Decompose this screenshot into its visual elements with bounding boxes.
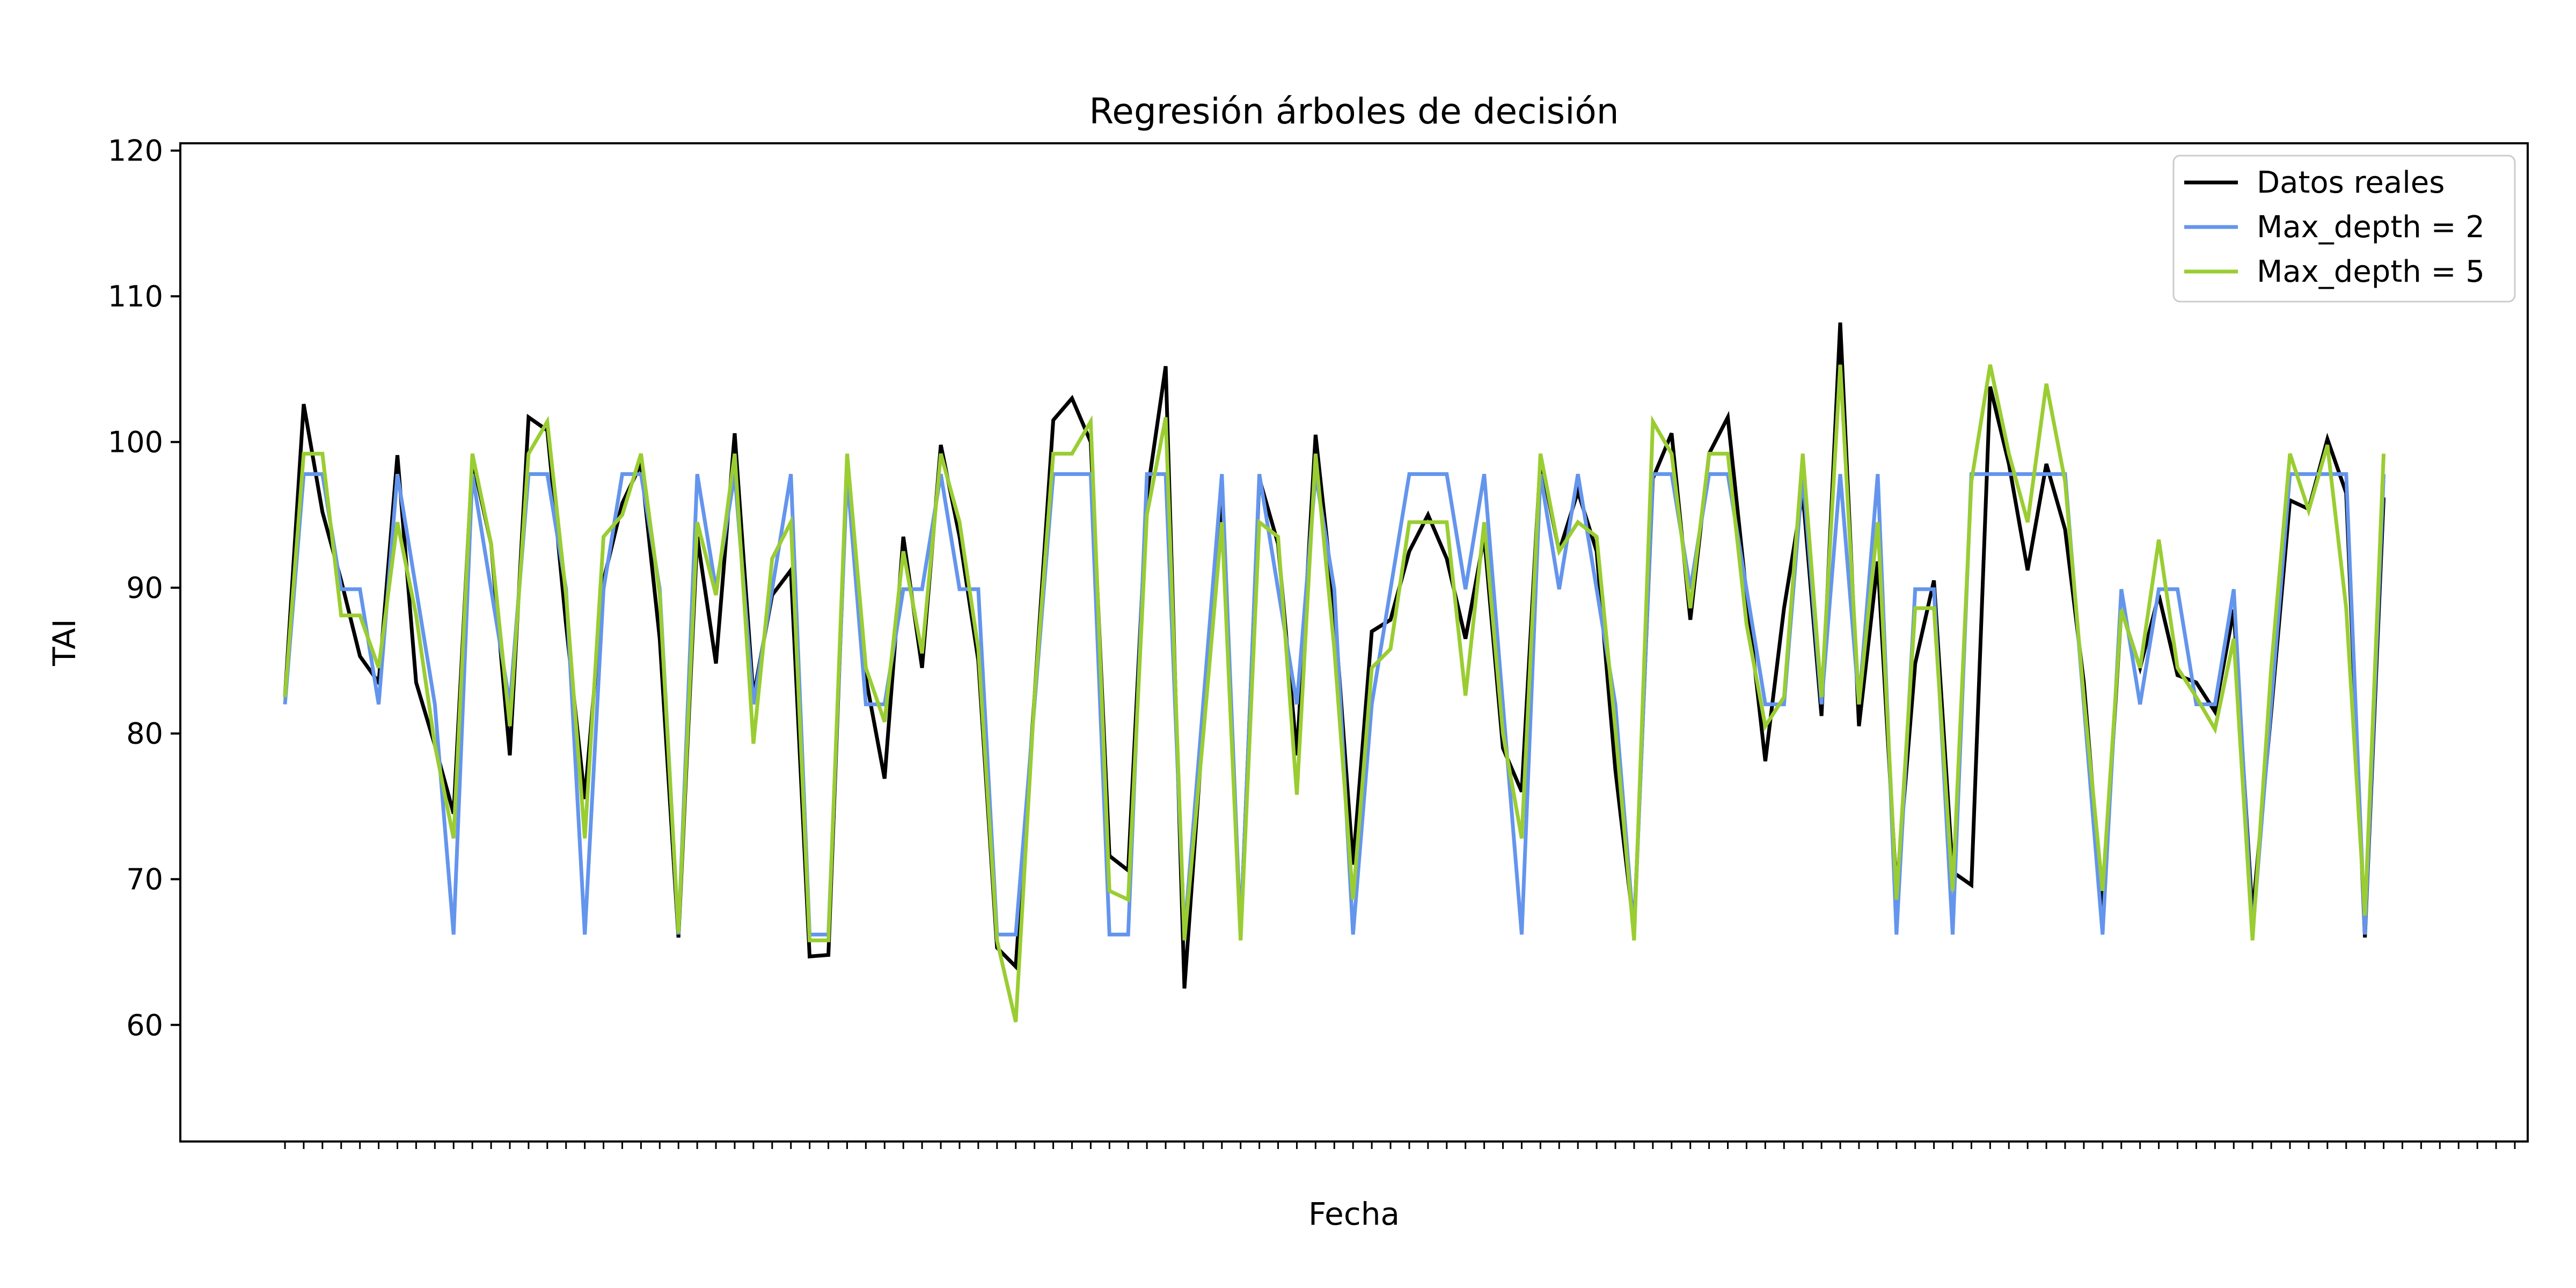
y-tick-label: 70 [126, 862, 163, 896]
plot-frame [179, 142, 2529, 1143]
y-tick-label: 90 [126, 571, 163, 605]
x-axis [284, 1141, 2516, 1149]
y-axis-title: TAI [46, 619, 83, 667]
legend: Datos reales Max_depth = 2 Max_depth = 5 [2172, 155, 2516, 303]
legend-label: Max_depth = 5 [2257, 254, 2485, 289]
legend-label: Max_depth = 2 [2257, 210, 2485, 245]
y-tick-label: 120 [108, 134, 163, 168]
legend-box [2172, 155, 2516, 303]
y-tick-label: 80 [126, 717, 163, 751]
plot-lines [283, 322, 2386, 1023]
y-axis: 60 70 80 90 100 110 120 [108, 134, 180, 1042]
y-tick-label: 110 [108, 280, 163, 313]
series-line-3 [283, 364, 2386, 1023]
legend-label: Datos reales [2257, 165, 2445, 200]
y-tick-label: 60 [126, 1008, 163, 1042]
x-axis-title: Fecha [1308, 1196, 1400, 1232]
chart-title: Regresión árboles de decisión [1089, 91, 1619, 132]
y-tick-label: 100 [108, 426, 163, 459]
